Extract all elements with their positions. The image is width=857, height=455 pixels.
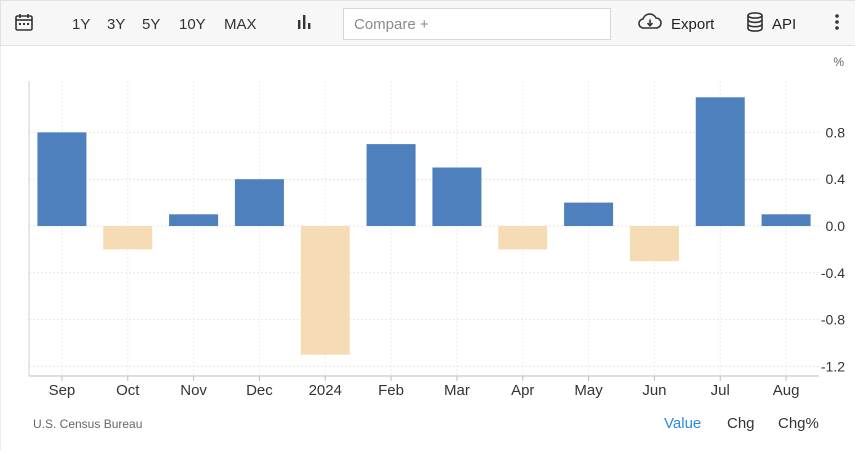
bar-may (564, 202, 614, 226)
chg-percent-mode-button[interactable]: Chg% (778, 415, 819, 432)
range-max-button[interactable]: MAX (224, 15, 257, 33)
range-1y-button[interactable]: 1Y (72, 15, 91, 33)
x-tick-label: Apr (511, 382, 534, 399)
x-tick-label: Nov (180, 382, 207, 399)
x-tick-label: Dec (246, 382, 273, 399)
bar-2024 (300, 226, 350, 355)
bar-feb (366, 144, 416, 226)
y-unit-label: % (833, 55, 844, 69)
bar-mar (432, 167, 482, 226)
y-tick-label: -1.2 (821, 358, 845, 374)
x-tick-label: Oct (116, 382, 140, 399)
source-label: U.S. Census Bureau (33, 417, 143, 431)
x-tick-label: Sep (49, 382, 76, 399)
calendar-button[interactable] (13, 1, 35, 47)
y-tick-label: -0.4 (821, 265, 845, 281)
bar-dec (234, 179, 284, 226)
more-options-button[interactable] (832, 1, 842, 47)
range-3y-button[interactable]: 3Y (107, 15, 126, 33)
y-tick-label: 0.8 (826, 124, 846, 140)
api-label: API (772, 15, 797, 33)
cloud-download-icon (637, 12, 663, 37)
calendar-icon (13, 11, 35, 38)
more-vertical-icon (832, 12, 842, 37)
database-icon (746, 11, 764, 38)
bar-nov (169, 214, 219, 226)
x-tick-label: May (574, 382, 603, 399)
x-tick-label: Mar (444, 382, 470, 399)
range-5y-button[interactable]: 5Y (142, 15, 161, 33)
x-tick-label: Jun (642, 382, 666, 399)
x-tick-label: 2024 (309, 382, 342, 399)
bar-chart-icon (295, 13, 313, 36)
y-tick-label: 0.4 (826, 171, 846, 187)
bar-chart: Sep Oct Nov Dec 2024 Feb Mar Apr May Jun Jul Aug 0.8… (28, 55, 846, 399)
bar-apr (498, 226, 548, 250)
range-10y-button[interactable]: 10Y (179, 15, 206, 33)
chart-area: Sep Oct Nov Dec 2024 Feb Mar Apr May Jun Jul Aug 0.8… (0, 46, 857, 450)
x-tick-label: Jul (711, 382, 730, 399)
export-label: Export (671, 15, 715, 33)
api-button[interactable]: API (746, 1, 796, 47)
y-tick-label: 0.0 (826, 218, 846, 234)
y-tick-label: -0.8 (821, 312, 845, 328)
x-tick-label: Aug (773, 382, 800, 399)
x-tick-label: Feb (378, 382, 404, 399)
chart-type-button[interactable] (295, 1, 313, 47)
value-mode-button[interactable]: Value (664, 415, 702, 432)
bar-oct (103, 226, 153, 250)
compare-input[interactable] (343, 8, 611, 40)
chart-toolbar: 1Y 3Y 5Y 10Y MAX Export (0, 0, 855, 46)
bar-jun (629, 226, 679, 262)
bar-aug (761, 214, 811, 226)
export-button[interactable]: Export (637, 1, 714, 47)
bar-jul (695, 97, 745, 226)
chg-mode-button[interactable]: Chg (727, 415, 755, 432)
bar-sep (37, 132, 87, 226)
